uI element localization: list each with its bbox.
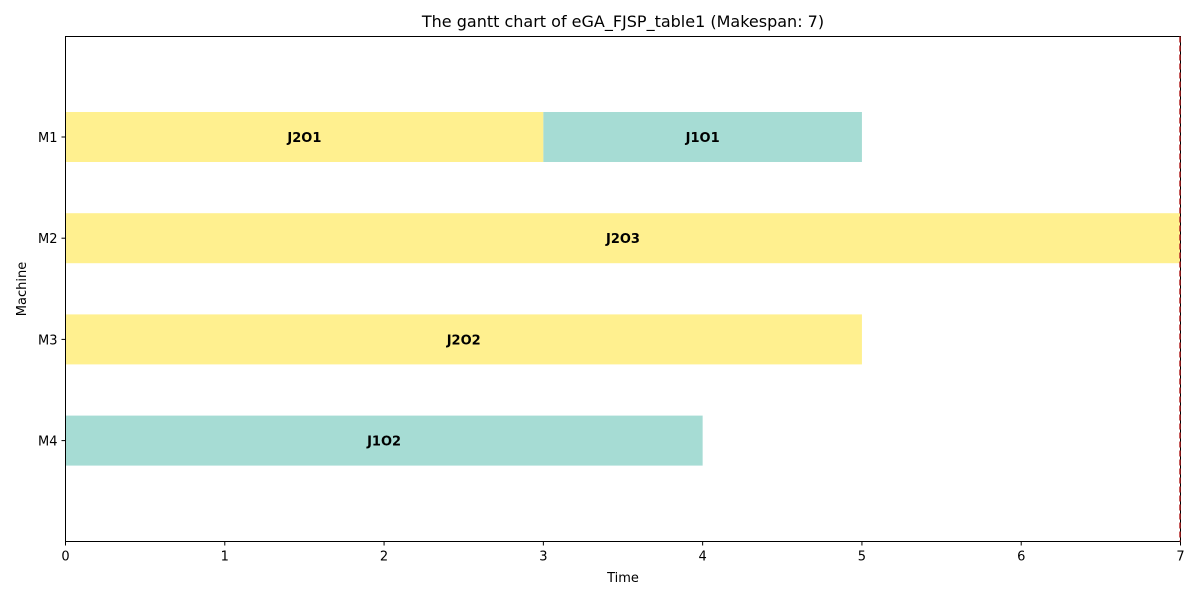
bars-group: J2O1 J1O1 J2O3 J2O2 J1O2 xyxy=(65,112,1181,466)
task-label-j2o2: J2O2 xyxy=(446,333,481,348)
task-bar-j1o2 xyxy=(65,415,703,466)
task-label-j1o2: J1O2 xyxy=(366,435,401,450)
y-tick-label-m1: M1 xyxy=(38,131,58,146)
x-axis-label: Time xyxy=(606,571,639,586)
x-tick-label: 5 xyxy=(858,550,866,565)
x-axis: 0 1 2 3 4 5 6 7 xyxy=(61,541,1185,565)
task-label-j1o1: J1O1 xyxy=(685,131,720,146)
x-tick-label: 1 xyxy=(221,550,229,565)
y-tick-label-m2: M2 xyxy=(38,232,58,247)
task-bar-j2o3 xyxy=(65,213,1181,264)
y-axis-label: Machine xyxy=(15,262,30,316)
task-bar-j1o1 xyxy=(543,112,862,162)
x-tick-label: 7 xyxy=(1176,550,1184,565)
task-bar-j2o1 xyxy=(65,112,544,162)
task-label-j2o1: J2O1 xyxy=(286,131,321,146)
x-tick-label: 3 xyxy=(539,550,547,565)
y-tick-label-m3: M3 xyxy=(38,333,58,348)
y-tick-label-m4: M4 xyxy=(38,435,58,450)
chart-title: The gantt chart of eGA_FJSP_table1 (Make… xyxy=(421,12,824,32)
x-tick-label: 4 xyxy=(699,550,707,565)
x-tick-label: 2 xyxy=(380,550,388,565)
task-label-j2o3: J2O3 xyxy=(605,232,640,247)
x-tick-label: 0 xyxy=(61,550,69,565)
task-bar-j2o2 xyxy=(65,314,862,365)
y-axis: M1 M2 M3 M4 xyxy=(38,131,66,450)
x-tick-label: 6 xyxy=(1017,550,1025,565)
